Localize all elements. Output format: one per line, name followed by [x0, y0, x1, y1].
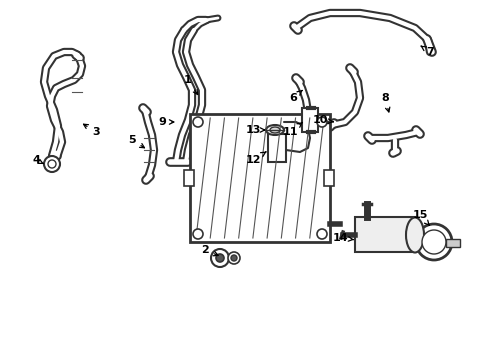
Text: 5: 5: [128, 135, 144, 148]
Text: 7: 7: [420, 46, 433, 57]
Circle shape: [227, 252, 240, 264]
Circle shape: [230, 255, 237, 261]
Text: 3: 3: [83, 124, 100, 137]
Text: 2: 2: [201, 245, 218, 256]
Text: 4: 4: [32, 155, 43, 165]
Circle shape: [48, 160, 56, 168]
Bar: [267, 134, 285, 162]
Circle shape: [193, 229, 203, 239]
Bar: [190, 114, 329, 242]
Bar: [324, 170, 333, 186]
Bar: [354, 217, 414, 252]
Ellipse shape: [269, 127, 280, 133]
Circle shape: [421, 230, 445, 254]
Text: 11: 11: [282, 122, 302, 137]
Text: 6: 6: [288, 90, 302, 103]
Circle shape: [44, 156, 60, 172]
Circle shape: [316, 117, 326, 127]
Text: 12: 12: [245, 152, 265, 165]
Ellipse shape: [405, 217, 423, 252]
Text: 15: 15: [411, 210, 428, 225]
Text: 13: 13: [245, 125, 264, 135]
Circle shape: [210, 249, 228, 267]
Text: 14: 14: [331, 233, 353, 243]
Circle shape: [415, 224, 451, 260]
Text: 1: 1: [184, 75, 197, 95]
Bar: [302, 108, 317, 132]
Ellipse shape: [265, 125, 284, 135]
Text: 8: 8: [380, 93, 389, 112]
Text: 9: 9: [158, 117, 173, 127]
Circle shape: [193, 117, 203, 127]
Circle shape: [316, 229, 326, 239]
Circle shape: [216, 254, 224, 262]
Bar: [183, 170, 194, 186]
Bar: [445, 239, 459, 247]
Text: 10: 10: [312, 115, 333, 125]
